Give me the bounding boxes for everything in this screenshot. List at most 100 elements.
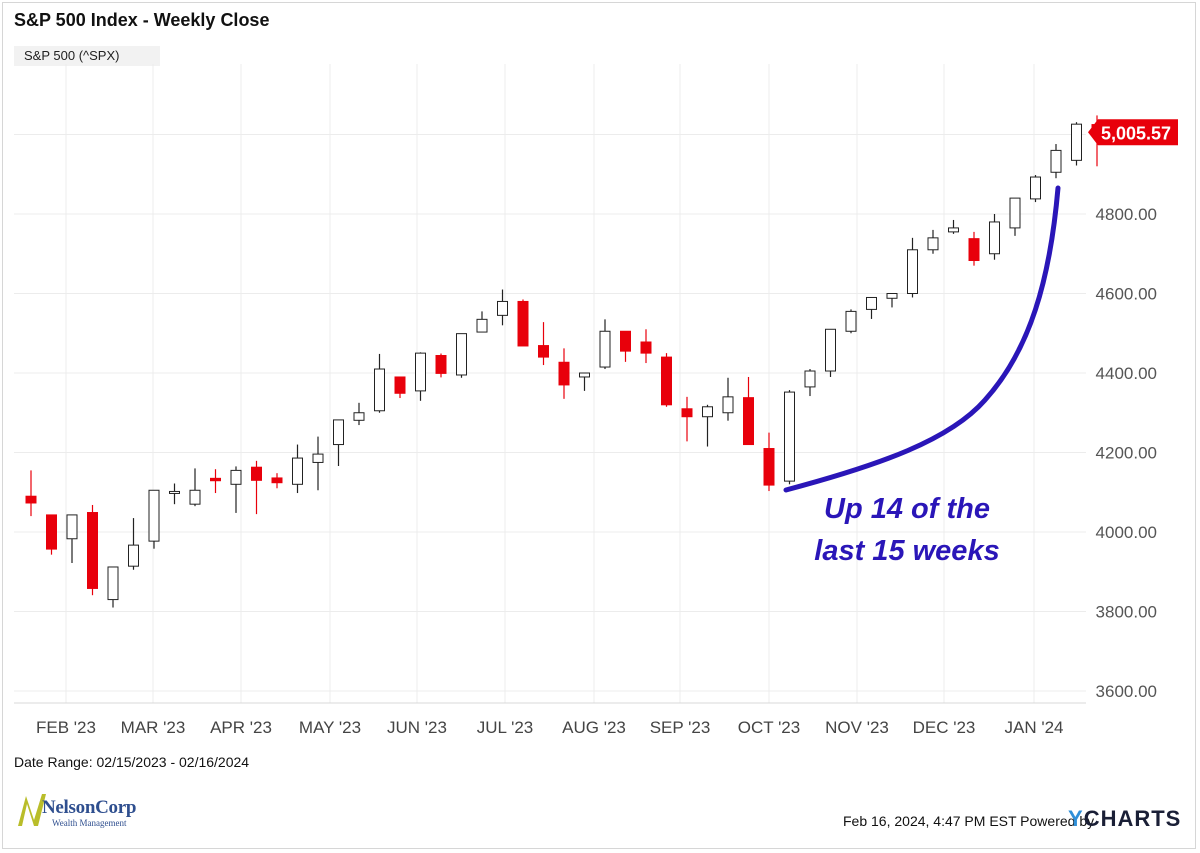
candle-body: [230, 469, 242, 485]
ycharts-logo[interactable]: YCHARTS: [1068, 806, 1181, 832]
candle-body: [558, 361, 570, 386]
logo-subtitle: Wealth Management: [52, 818, 127, 828]
candle: [374, 353, 385, 413]
candle: [333, 419, 344, 467]
candle: [1030, 175, 1041, 203]
candle-body: [907, 249, 918, 294]
candle: [1009, 197, 1021, 236]
candle: [251, 460, 262, 515]
candle-body: [25, 495, 37, 504]
candle-body: [353, 412, 365, 421]
candle: [25, 470, 37, 517]
candle-body: [804, 370, 816, 388]
candle-body: [87, 512, 98, 589]
candle-body: [743, 397, 754, 446]
candle-body: [1050, 149, 1062, 173]
candle-body: [517, 300, 529, 347]
last-price-badge: [1088, 119, 1178, 146]
candle: [579, 372, 590, 391]
candle-body: [1030, 176, 1041, 200]
candle: [128, 518, 139, 570]
candle: [825, 328, 836, 377]
candle-body: [456, 333, 467, 376]
last-price-marker: 5,005.57: [1088, 119, 1178, 146]
candle-body: [497, 300, 508, 316]
annotation-line-2: last 15 weeks: [814, 535, 999, 567]
candle: [1071, 122, 1082, 166]
candle-body: [763, 448, 775, 486]
candle: [784, 390, 795, 485]
x-tick-label: MAR '23: [121, 718, 186, 737]
candle-body: [681, 408, 693, 418]
candle: [599, 319, 611, 370]
candle: [804, 369, 816, 397]
grid: [14, 64, 1086, 704]
trend-arrow: [783, 185, 1061, 493]
candle-body: [292, 457, 303, 485]
ycharts-y: Y: [1068, 806, 1084, 831]
candle: [87, 504, 98, 596]
logo-name: NelsonCorp: [42, 797, 137, 818]
candle: [230, 466, 242, 513]
candle-body: [661, 356, 672, 406]
candle-body: [640, 341, 652, 354]
candle-body: [148, 489, 160, 542]
candle-body: [169, 490, 180, 494]
x-axis: FEB '23 MAR '23 APR '23 MAY '23 JUN '23 JUL '…: [36, 718, 1063, 737]
candle-body: [476, 318, 488, 333]
candle: [476, 311, 488, 333]
candle: [415, 352, 426, 401]
candle: [517, 299, 529, 347]
candle: [558, 348, 570, 399]
candle-body: [251, 466, 262, 481]
candle-body: [866, 296, 877, 310]
annotation-line-1: Up 14 of the: [824, 493, 990, 525]
candle-body: [968, 238, 980, 262]
candle: [210, 469, 221, 494]
x-tick-label: JUL '23: [477, 718, 533, 737]
chart-title: S&P 500 Index - Weekly Close: [14, 10, 270, 30]
candle: [681, 396, 693, 442]
candle-body: [66, 514, 78, 540]
candle: [497, 289, 508, 326]
candle: [353, 402, 365, 426]
candle-body: [435, 355, 447, 374]
candle-body: [394, 376, 406, 394]
nelsoncorp-logo: [18, 794, 46, 826]
candle-body: [825, 328, 836, 372]
y-tick-label: 4400.00: [1096, 364, 1157, 383]
candle: [763, 432, 775, 492]
y-tick-label: 3800.00: [1096, 603, 1157, 622]
candle: [148, 489, 160, 549]
x-tick-label: SEP '23: [650, 718, 711, 737]
candle-body: [702, 406, 713, 418]
y-tick-label: 4800.00: [1096, 205, 1157, 224]
candle-body: [415, 352, 426, 392]
candle: [435, 353, 447, 378]
x-tick-label: DEC '23: [913, 718, 976, 737]
candle-body: [210, 477, 221, 482]
candle-body: [374, 368, 385, 412]
candle: [169, 483, 180, 505]
candle-body: [784, 391, 795, 482]
date-range: Date Range: 02/15/2023 - 02/16/2024: [14, 754, 250, 770]
candle: [1050, 144, 1062, 179]
candle-body: [189, 489, 201, 505]
candle: [989, 214, 1000, 260]
candle: [743, 376, 754, 446]
y-tick-label: 4600.00: [1096, 285, 1157, 304]
candle: [620, 330, 631, 362]
y-tick-label: 4200.00: [1096, 444, 1157, 463]
candle-body: [722, 396, 734, 414]
candle-body: [886, 293, 898, 299]
candle: [948, 219, 959, 234]
candle-body: [1071, 123, 1082, 161]
y-tick-label: 4000.00: [1096, 523, 1157, 542]
series-tag[interactable]: S&P 500 (^SPX): [14, 46, 160, 66]
candle: [46, 514, 57, 555]
candle: [886, 293, 898, 308]
candle-body: [46, 514, 57, 550]
candle-body: [948, 227, 959, 233]
candle: [394, 376, 406, 399]
